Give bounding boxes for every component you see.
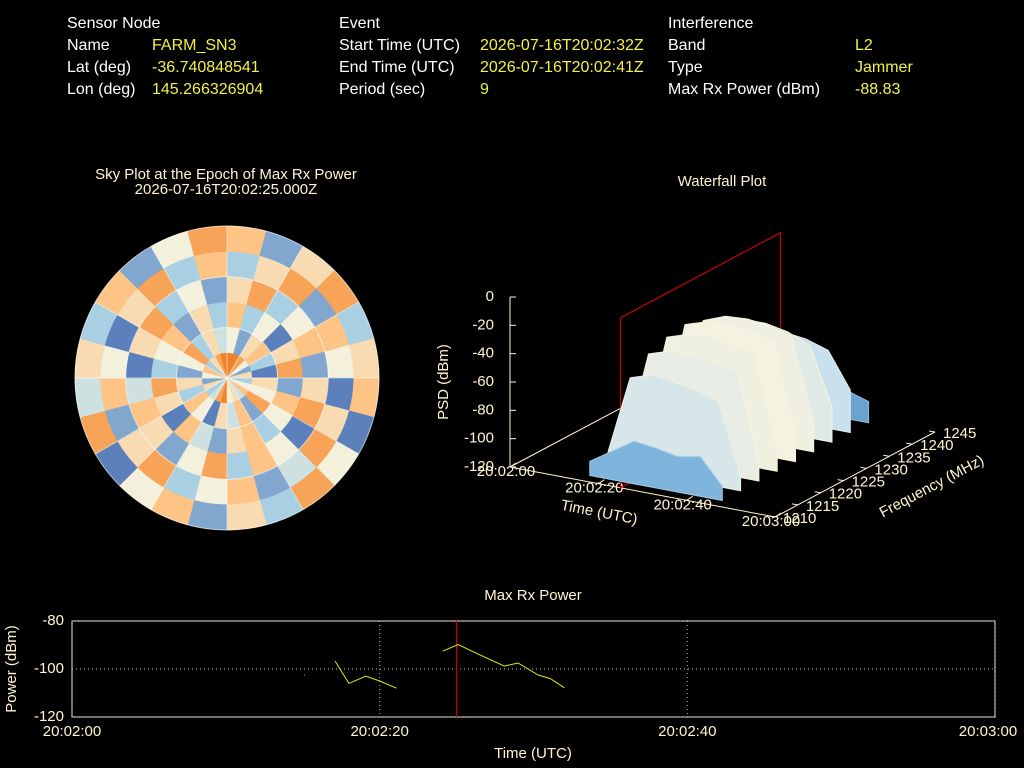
chart-title: Waterfall Plot bbox=[678, 173, 767, 190]
azimuth-spoke bbox=[226, 377, 304, 510]
axis-line bbox=[509, 466, 776, 518]
x-axis-label: Time (UTC) bbox=[494, 745, 572, 762]
z-axis-label: PSD (dBm) bbox=[435, 344, 452, 420]
field-value: 145.266326904 bbox=[152, 81, 263, 98]
y-tick bbox=[791, 503, 798, 506]
x-tick bbox=[509, 462, 517, 468]
x-tick bbox=[774, 512, 782, 518]
x-tick-label: 20:02:40 bbox=[658, 723, 716, 740]
azimuth-spoke bbox=[226, 301, 359, 379]
y-tick bbox=[837, 479, 844, 482]
field-value: 2026-07-16T20:02:32Z bbox=[480, 37, 644, 54]
field-label: Lon (deg) bbox=[67, 81, 136, 98]
section-title: Interference bbox=[668, 15, 753, 32]
x-tick bbox=[686, 495, 693, 501]
field-value: FARM_SN3 bbox=[152, 37, 237, 54]
field-value: -36.740848541 bbox=[152, 59, 260, 76]
sky-cell bbox=[226, 500, 267, 531]
azimuth-spoke bbox=[95, 301, 228, 379]
field-label: Start Time (UTC) bbox=[339, 37, 460, 54]
y-tick-label: 1235 bbox=[897, 449, 930, 466]
x-tick-label: 20:02:20 bbox=[565, 480, 623, 497]
field-label: Lat (deg) bbox=[67, 59, 131, 76]
y-tick-label: 1245 bbox=[943, 425, 976, 442]
azimuth-spoke bbox=[226, 246, 304, 379]
field-label: Max Rx Power (dBm) bbox=[668, 81, 820, 98]
sky-cell bbox=[187, 500, 228, 531]
field-label: Period (sec) bbox=[339, 81, 425, 98]
x-tick-label: 20:02:00 bbox=[477, 463, 535, 480]
y-tick-label: 1220 bbox=[829, 486, 862, 503]
sky-cell bbox=[74, 377, 105, 418]
y-tick bbox=[860, 466, 867, 469]
field-value: -88.83 bbox=[855, 81, 900, 98]
psd-slice bbox=[589, 440, 723, 502]
azimuth-spoke bbox=[226, 377, 359, 455]
chart-title: Sky Plot at the Epoch of Max Rx Power bbox=[95, 166, 357, 183]
y-tick-label: 1225 bbox=[852, 474, 885, 491]
x-tick-label: 20:03:00 bbox=[959, 723, 1017, 740]
chart-title: Max Rx Power bbox=[484, 587, 582, 604]
chart-subtitle: 2026-07-16T20:02:25.000Z bbox=[135, 181, 318, 198]
z-tick-label: -80 bbox=[472, 401, 494, 418]
y-tick-label: 1215 bbox=[806, 498, 839, 515]
azimuth-spoke bbox=[150, 246, 228, 379]
sky-cell bbox=[349, 377, 380, 418]
x-tick bbox=[598, 479, 605, 485]
sky-cell bbox=[349, 338, 380, 379]
field-label: End Time (UTC) bbox=[339, 59, 455, 76]
x-tick-label: 20:03:00 bbox=[742, 513, 800, 530]
x-tick-label: 20:02:20 bbox=[350, 723, 408, 740]
field-value: 9 bbox=[480, 81, 489, 98]
z-tick-label: -60 bbox=[472, 373, 494, 390]
x-tick-label: 20:02:40 bbox=[653, 496, 711, 513]
sky-cell bbox=[187, 225, 228, 256]
power-line bbox=[304, 643, 565, 689]
y-tick-label: -120 bbox=[34, 708, 64, 725]
z-tick-label: -40 bbox=[472, 345, 494, 362]
field-value: 2026-07-16T20:02:41Z bbox=[480, 59, 644, 76]
field-label: Band bbox=[668, 37, 705, 54]
y-tick bbox=[883, 454, 890, 457]
y-tick bbox=[928, 430, 936, 433]
z-tick-label: -100 bbox=[464, 430, 494, 447]
z-tick-label: -20 bbox=[472, 316, 494, 333]
y-tick-label: 1230 bbox=[874, 461, 907, 478]
section-title: Sensor Node bbox=[67, 15, 160, 32]
azimuth-spoke bbox=[150, 377, 228, 510]
y-axis-label: Power (dBm) bbox=[3, 625, 20, 713]
field-label: Type bbox=[668, 59, 703, 76]
y-tick bbox=[906, 442, 913, 445]
y-tick-label: -80 bbox=[42, 612, 64, 629]
y-tick-label: 1240 bbox=[920, 437, 953, 454]
y-tick-label: -100 bbox=[34, 660, 64, 677]
section-title: Event bbox=[339, 15, 380, 32]
field-value: Jammer bbox=[855, 59, 913, 76]
y-tick-label: 1210 bbox=[783, 510, 816, 527]
sky-cell bbox=[226, 225, 267, 256]
y-tick bbox=[814, 491, 821, 494]
azimuth-spoke bbox=[95, 377, 228, 455]
x-tick-label: 20:02:00 bbox=[43, 723, 101, 740]
y-tick bbox=[768, 515, 776, 518]
z-tick-label: 0 bbox=[486, 288, 494, 305]
field-label: Name bbox=[67, 37, 110, 54]
field-value: L2 bbox=[855, 37, 873, 54]
axis-line bbox=[774, 431, 936, 518]
z-tick-label: -120 bbox=[464, 458, 494, 475]
sky-cell bbox=[74, 338, 105, 379]
